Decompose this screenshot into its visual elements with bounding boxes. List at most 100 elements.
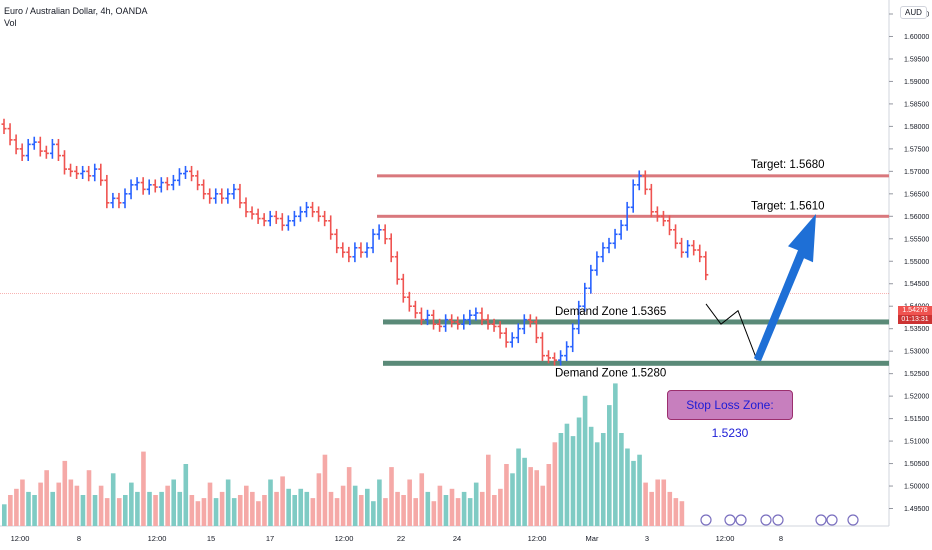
volume-bar xyxy=(564,423,570,526)
x-tick-label: 12:00 xyxy=(716,534,735,543)
volume-bar xyxy=(274,491,279,526)
price-axis xyxy=(889,0,932,526)
volume-bar xyxy=(443,495,449,526)
volume-bar xyxy=(673,498,679,526)
volume-bar xyxy=(310,498,316,526)
volume-bar xyxy=(504,464,509,526)
volume-bar xyxy=(322,454,328,526)
volume-bar xyxy=(358,495,364,526)
last-price-countdown: 01:13:31 xyxy=(898,315,932,324)
volume-bar xyxy=(237,495,243,526)
y-tick-label: 1.54500 xyxy=(904,281,929,288)
volume-bar xyxy=(147,491,152,526)
volume-bar xyxy=(98,485,104,526)
volume-bar xyxy=(304,491,310,526)
volume-bar xyxy=(558,433,564,526)
y-tick-label: 1.59000 xyxy=(904,79,929,86)
target-line-1 xyxy=(377,174,889,178)
volume-bar xyxy=(498,488,503,526)
x-tick-label: Mar xyxy=(586,534,599,543)
y-tick-label: 1.56500 xyxy=(904,191,929,198)
volume-bar xyxy=(165,485,170,526)
volume-bar xyxy=(667,491,673,526)
volume-bar xyxy=(613,383,618,526)
volume-bar xyxy=(225,479,231,526)
volume-bar xyxy=(292,495,297,526)
volume-bar xyxy=(570,436,576,526)
volume-bar xyxy=(280,476,285,526)
level-label-demand_2: Demand Zone 1.5280 xyxy=(555,367,666,379)
volume-bar xyxy=(516,448,521,526)
y-tick-label: 1.52000 xyxy=(904,394,929,401)
x-tick-label: 12:00 xyxy=(148,534,167,543)
volume-bar xyxy=(413,498,418,526)
event-icon xyxy=(772,514,784,526)
volume-bar xyxy=(371,501,376,526)
volume-bar xyxy=(231,498,237,526)
x-tick-label: 17 xyxy=(266,534,274,543)
y-tick-label: 1.57000 xyxy=(904,169,929,176)
y-tick-label: 1.58000 xyxy=(904,124,929,131)
volume-bar xyxy=(141,451,146,526)
volume-bar xyxy=(219,491,225,526)
y-tick-label: 1.50000 xyxy=(904,484,929,491)
volume-bar xyxy=(50,491,55,526)
volume-bar xyxy=(534,470,539,526)
volume-bar xyxy=(189,495,195,526)
volume-bar xyxy=(631,460,636,526)
y-tick-label: 1.49500 xyxy=(904,506,929,513)
volume-bar xyxy=(461,491,467,526)
currency-badge[interactable]: AUD xyxy=(900,6,927,19)
volume-bar xyxy=(74,485,80,526)
volume-bar xyxy=(44,470,49,526)
volume-bar xyxy=(467,498,473,526)
volume-bar xyxy=(552,442,558,526)
volume-bar xyxy=(262,495,267,526)
y-tick-label: 1.50500 xyxy=(904,461,929,468)
volume-bar xyxy=(20,479,25,526)
volume-bar xyxy=(116,498,122,526)
y-tick-label: 1.52500 xyxy=(904,371,929,378)
volume-bar xyxy=(183,464,189,526)
volume-bar xyxy=(244,485,249,526)
volume-bar xyxy=(431,501,437,526)
volume-bar xyxy=(201,498,207,526)
volume-bar xyxy=(38,482,43,526)
level-label-target_2: Target: 1.5610 xyxy=(751,200,825,212)
volume-bar xyxy=(86,470,92,526)
demand-zone-line-1 xyxy=(383,319,889,325)
volume-bar xyxy=(661,479,667,526)
target-arrow xyxy=(754,214,816,362)
last-price-value: 1.54278 xyxy=(902,307,928,314)
y-tick-label: 1.51000 xyxy=(904,439,929,446)
volume-bar xyxy=(449,488,455,526)
event-icon xyxy=(700,514,712,526)
x-tick-label: 8 xyxy=(779,534,783,543)
volume-bar xyxy=(171,479,176,526)
volume-bar xyxy=(62,460,68,526)
volume-bar xyxy=(352,485,358,526)
volume-bar xyxy=(492,495,497,526)
volume-bar xyxy=(383,498,388,526)
y-tick-label: 1.53500 xyxy=(904,326,929,333)
volume-bar xyxy=(26,491,31,526)
volume-bar xyxy=(110,473,116,526)
volume-bar xyxy=(177,491,183,526)
volume-bar xyxy=(619,433,624,526)
volume-bar xyxy=(528,467,533,526)
y-tick-label: 1.53000 xyxy=(904,349,929,356)
volume-bar xyxy=(213,498,219,526)
volume-bar xyxy=(425,491,431,526)
volume-bar xyxy=(159,491,164,526)
x-tick-label: 15 xyxy=(207,534,215,543)
volume-bar xyxy=(588,426,594,526)
volume-bar xyxy=(316,473,322,526)
volume-bar xyxy=(340,485,346,526)
event-icon xyxy=(847,514,859,526)
volume-bar xyxy=(129,482,134,526)
y-tick-label: 1.56000 xyxy=(904,214,929,221)
volume-bar xyxy=(104,498,110,526)
target-line-2 xyxy=(377,214,889,218)
y-tick-label: 1.57500 xyxy=(904,146,929,153)
